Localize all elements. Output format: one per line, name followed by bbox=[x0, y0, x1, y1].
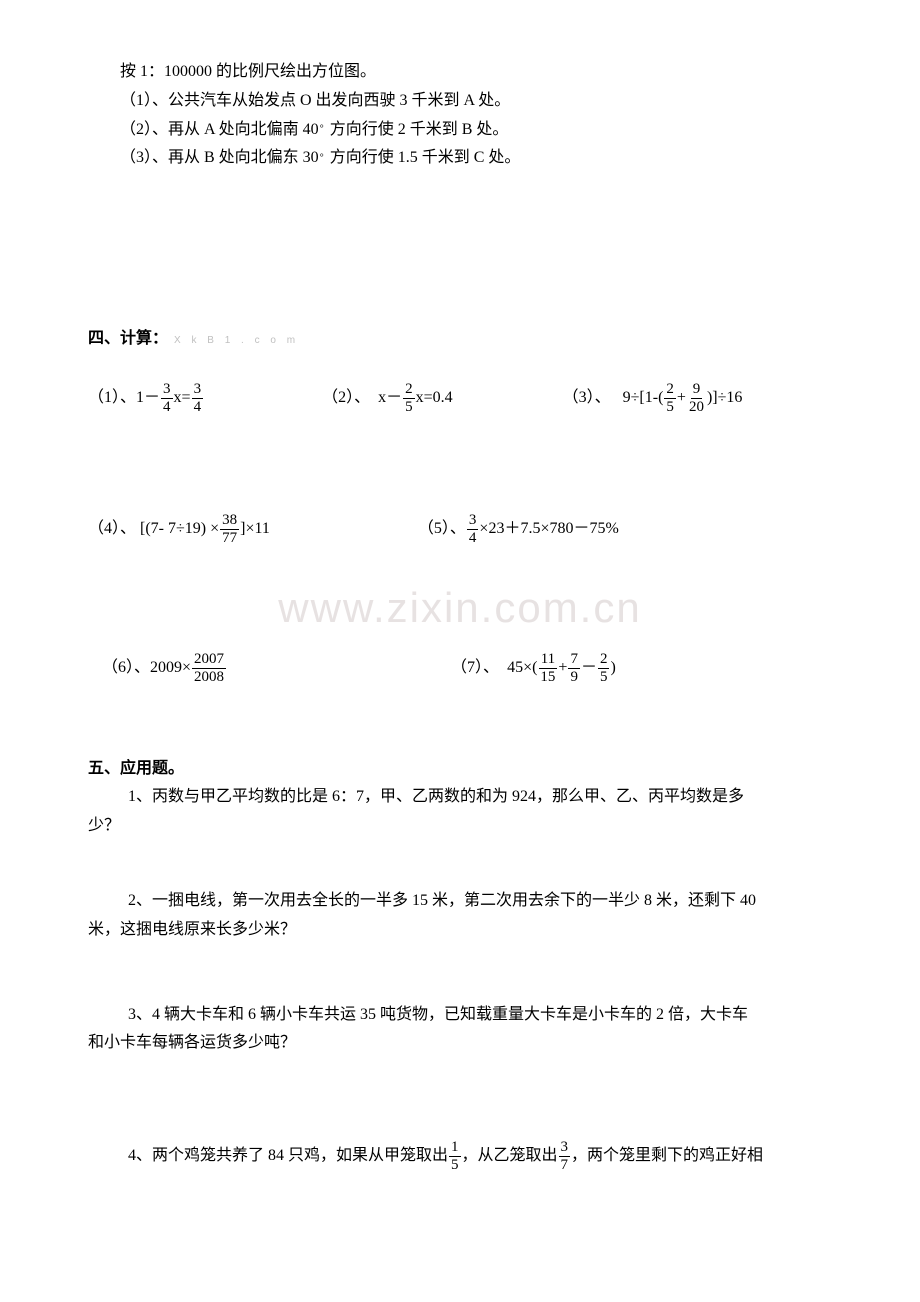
intro-line-3: （2）、再从 A 处向北偏南 40。方向行使 2 千米到 B 处。 bbox=[88, 116, 832, 145]
calc-2: （2）、 x－ 25 x=0.4 bbox=[322, 382, 453, 415]
calc4-pre: [(7- 7÷19) × bbox=[136, 515, 219, 544]
calc3-pre: 9÷[1-( bbox=[611, 384, 664, 413]
calc5-label: （5）、 bbox=[418, 515, 466, 544]
calc-row-3: （6）、 2009× 20072008 （7）、 45×( 1115 + 79 … bbox=[88, 652, 832, 685]
calc7-label: （7）、 bbox=[451, 654, 499, 683]
calc7-frac1: 1115 bbox=[538, 652, 557, 685]
q4-frac2: 37 bbox=[559, 1140, 571, 1173]
section-4-gray: X k B 1 . c o m bbox=[174, 335, 299, 346]
calc-1: （1）、 1－ 34 x= 34 bbox=[88, 382, 204, 415]
watermark: www.zixin.com.cn bbox=[88, 570, 832, 646]
calc6-label: （6）、 bbox=[102, 654, 150, 683]
intro-line-2: （1）、公共汽车从始发点 O 出发向西驶 3 千米到 A 处。 bbox=[88, 87, 832, 116]
calc4-label: （4）、 bbox=[88, 515, 136, 544]
intro-4a: （3）、再从 B 处向北偏东 30 bbox=[120, 149, 319, 166]
spacer bbox=[88, 421, 832, 493]
question-4: 4、两个鸡笼共养了 84 只鸡，如果从甲笼取出 15 ，从乙笼取出 37 ，两个… bbox=[88, 1140, 832, 1173]
calc4-frac: 3877 bbox=[220, 513, 239, 546]
calc2-post: x=0.4 bbox=[416, 384, 453, 413]
calc-6: （6）、 2009× 20072008 bbox=[102, 652, 227, 685]
blank-space bbox=[88, 173, 832, 313]
calc-5: （5）、 34 ×23＋7.5×780－75% bbox=[418, 513, 619, 546]
calc1-mid: x= bbox=[174, 384, 191, 413]
q4b: ，从乙笼取出 bbox=[462, 1142, 558, 1171]
section-4-title: 四、计算： X k B 1 . c o m bbox=[88, 325, 832, 354]
calc3-frac2: 920 bbox=[687, 382, 706, 415]
calc2-pre: x－ bbox=[370, 384, 402, 413]
q2-line2: 米，这捆电线原来长多少米？ bbox=[88, 916, 832, 945]
calc7-m2: － bbox=[581, 654, 597, 683]
calc4-post: ]×11 bbox=[240, 515, 270, 544]
q3-line2: 和小卡车每辆各运货多少吨？ bbox=[88, 1029, 832, 1058]
calc7-frac3: 25 bbox=[598, 652, 610, 685]
intro-3b: 方向行使 2 千米到 B 处。 bbox=[330, 121, 509, 138]
calc5-frac: 34 bbox=[467, 513, 479, 546]
calc-row-2: （4）、 [(7- 7÷19) × 3877 ]×11 （5）、 34 ×23＋… bbox=[88, 513, 832, 546]
intro-line-1: 按 1：100000 的比例尺绘出方位图。 bbox=[88, 58, 832, 87]
q1-line1: 1、丙数与甲乙平均数的比是 6：7，甲、乙两数的和为 924，那么甲、乙、丙平均… bbox=[88, 783, 832, 812]
calc-3: （3）、 9÷[1-( 25 + 920 )]÷16 bbox=[563, 382, 743, 415]
q4-line1: 4、两个鸡笼共养了 84 只鸡，如果从甲笼取出 15 ，从乙笼取出 37 ，两个… bbox=[88, 1140, 832, 1173]
calc3-mid: + bbox=[677, 384, 686, 413]
calc-row-1: （1）、 1－ 34 x= 34 （2）、 x－ 25 x=0.4 （3）、 9… bbox=[88, 382, 832, 415]
calc3-frac1: 25 bbox=[664, 382, 676, 415]
q2-line1: 2、一捆电线，第一次用去全长的一半多 15 米，第二次用去余下的一半少 8 米，… bbox=[88, 887, 832, 916]
q4a: 4、两个鸡笼共养了 84 只鸡，如果从甲笼取出 bbox=[128, 1142, 448, 1171]
calc7-frac2: 79 bbox=[568, 652, 580, 685]
degree-mark-2: 。 bbox=[320, 148, 330, 159]
calc-4: （4）、 [(7- 7÷19) × 3877 ]×11 bbox=[88, 513, 270, 546]
degree-mark: 。 bbox=[320, 119, 330, 130]
calc7-post: ) bbox=[610, 654, 615, 683]
section-4-text: 四、计算： bbox=[88, 330, 168, 347]
intro-line-4: （3）、再从 B 处向北偏东 30。方向行使 1.5 千米到 C 处。 bbox=[88, 144, 832, 173]
calc7-m1: + bbox=[558, 654, 567, 683]
section-5-title: 五、应用题。 bbox=[88, 755, 832, 784]
calc1-pre: 1－ bbox=[136, 384, 160, 413]
calc1-label: （1）、 bbox=[88, 384, 136, 413]
calc2-frac: 25 bbox=[403, 382, 415, 415]
q3-line1: 3、4 辆大卡车和 6 辆小卡车共运 35 吨货物，已知载重量大卡车是小卡车的 … bbox=[88, 1001, 832, 1030]
calc1-frac1: 34 bbox=[161, 382, 173, 415]
question-3: 3、4 辆大卡车和 6 辆小卡车共运 35 吨货物，已知载重量大卡车是小卡车的 … bbox=[88, 1001, 832, 1059]
calc3-label: （3）、 bbox=[563, 384, 611, 413]
q1-line2: 少？ bbox=[88, 812, 832, 841]
spacer bbox=[88, 691, 832, 755]
q4-frac1: 15 bbox=[449, 1140, 461, 1173]
question-1: 1、丙数与甲乙平均数的比是 6：7，甲、乙两数的和为 924，那么甲、乙、丙平均… bbox=[88, 783, 832, 841]
calc3-post: )]÷16 bbox=[707, 384, 742, 413]
intro-4b: 方向行使 1.5 千米到 C 处。 bbox=[330, 149, 521, 166]
q4c: ，两个笼里剩下的鸡正好相 bbox=[571, 1142, 763, 1171]
calc2-label: （2）、 bbox=[322, 384, 370, 413]
intro-3a: （2）、再从 A 处向北偏南 40 bbox=[120, 121, 319, 138]
calc7-pre: 45×( bbox=[499, 654, 537, 683]
question-2: 2、一捆电线，第一次用去全长的一半多 15 米，第二次用去余下的一半少 8 米，… bbox=[88, 887, 832, 945]
calc5-post: ×23＋7.5×780－75% bbox=[479, 515, 618, 544]
calc6-frac: 20072008 bbox=[192, 652, 226, 685]
calc1-frac2: 34 bbox=[192, 382, 204, 415]
calc6-pre: 2009× bbox=[150, 654, 191, 683]
calc-7: （7）、 45×( 1115 + 79 － 25 ) bbox=[451, 652, 616, 685]
